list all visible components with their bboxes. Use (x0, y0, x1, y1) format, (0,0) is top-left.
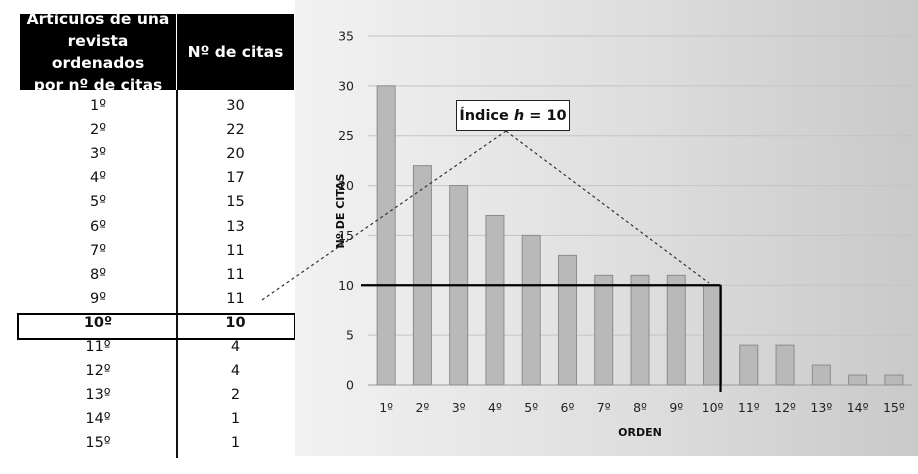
bar (739, 344, 759, 386)
table-row: 12º 4 (20, 359, 294, 383)
table-row: 3º 20 (20, 142, 294, 166)
table-row: 8º 11 (20, 263, 294, 287)
y-tick-label: 15 (338, 228, 354, 243)
annotation-prefix: Índice (459, 107, 514, 124)
header-citations-column: Nº de citas (177, 14, 294, 90)
table-row: 1º 30 (20, 94, 294, 118)
citations-cell: 4 (230, 363, 241, 380)
citations-cell: 20 (226, 146, 245, 163)
x-tick-label: 13º (810, 400, 832, 415)
rank-cell: 13º (85, 387, 111, 404)
bar (557, 254, 577, 386)
citations-cell: 15 (226, 194, 245, 211)
rank-cell: 10º (83, 314, 113, 331)
rank-cell: 7º (89, 242, 107, 259)
x-tick-label: 9º (669, 400, 683, 415)
table-row: 2º 22 (20, 118, 294, 142)
citations-cell: 13 (226, 218, 245, 235)
header-articles-column: Artículos de una revista ordenados por n… (20, 10, 176, 94)
y-tick-label: 10 (338, 278, 354, 293)
citations-cell: 11 (226, 242, 245, 259)
rank-cell: 2º (89, 122, 107, 139)
citations-table: Artículos de una revista ordenados por n… (0, 0, 296, 474)
citations-cell: 1 (230, 435, 241, 452)
table-row: 4º 17 (20, 166, 294, 190)
rank-cell: 6º (89, 218, 107, 235)
table-row: 15º 1 (20, 431, 294, 455)
table-row: 14º 1 (20, 407, 294, 431)
y-tick-label: 5 (346, 328, 354, 343)
citations-cell: 17 (226, 170, 245, 187)
table-row: 10º 10 (20, 311, 294, 335)
citations-cell: 1 (230, 411, 241, 428)
table-row: 5º 15 (20, 190, 294, 214)
citations-cell: 11 (226, 290, 245, 307)
x-tick-label: 11º (738, 400, 760, 415)
table-row: 6º 13 (20, 215, 294, 239)
x-tick-label: 14º (847, 400, 869, 415)
citations-cell: 10 (225, 314, 246, 331)
rank-cell: 3º (89, 146, 107, 163)
annotation-pointer-left (261, 130, 507, 301)
x-tick-label: 5º (524, 400, 538, 415)
bar (521, 234, 541, 386)
citations-cell: 30 (226, 98, 245, 114)
bar (376, 85, 396, 386)
rank-cell: 14º (85, 411, 111, 428)
rank-cell: 9º (89, 290, 107, 307)
rank-cell: 15º (85, 435, 111, 452)
x-tick-label: 7º (597, 400, 611, 415)
bar (630, 274, 650, 386)
x-tick-label: 15º (883, 400, 905, 415)
rank-cell: 5º (89, 194, 107, 211)
y-tick-label: 25 (338, 128, 354, 143)
x-tick-label: 12º (774, 400, 796, 415)
table-row: 13º 2 (20, 383, 294, 407)
rank-cell: 4º (89, 170, 107, 187)
x-tick-label: 6º (561, 400, 575, 415)
citations-cell: 2 (230, 387, 241, 404)
citations-cell: 4 (230, 339, 241, 355)
rank-cell: 8º (89, 266, 107, 283)
h-index-annotation: Índice h = 10 (456, 100, 570, 131)
annotation-variable: h (513, 107, 525, 124)
x-tick-label: 10º (702, 400, 724, 415)
y-axis-title: Nº DE CITAS (334, 173, 347, 248)
rank-cell: 12º (85, 363, 111, 380)
y-tick-label: 30 (338, 78, 354, 93)
y-tick-label: 20 (338, 178, 354, 193)
column-divider (176, 90, 178, 458)
x-axis-title: ORDEN (618, 426, 662, 439)
table-row: 9º 11 (20, 287, 294, 311)
x-tick-label: 4º (488, 400, 502, 415)
table-row: 7º 11 (20, 239, 294, 263)
bar (485, 214, 505, 386)
bar (703, 284, 723, 386)
y-tick-label: 35 (338, 29, 354, 44)
bar (412, 165, 432, 386)
x-tick-label: 2º (415, 400, 429, 415)
citations-cell: 11 (226, 266, 245, 283)
x-tick-label: 8º (633, 400, 647, 415)
table-row: 11º 4 (20, 335, 294, 359)
bar (811, 364, 831, 386)
rank-cell: 1º (89, 98, 107, 114)
bar (848, 374, 868, 386)
x-tick-label: 1º (379, 400, 393, 415)
y-tick-label: 0 (346, 378, 354, 393)
x-tick-label: 3º (452, 400, 466, 415)
rank-cell: 11º (85, 339, 111, 355)
bar (666, 274, 686, 386)
bar (884, 374, 904, 386)
bar (775, 344, 795, 386)
bar (594, 274, 614, 386)
annotation-suffix: = 10 (524, 107, 567, 124)
citations-cell: 22 (226, 122, 245, 139)
annotation-pointer-right (505, 130, 710, 284)
